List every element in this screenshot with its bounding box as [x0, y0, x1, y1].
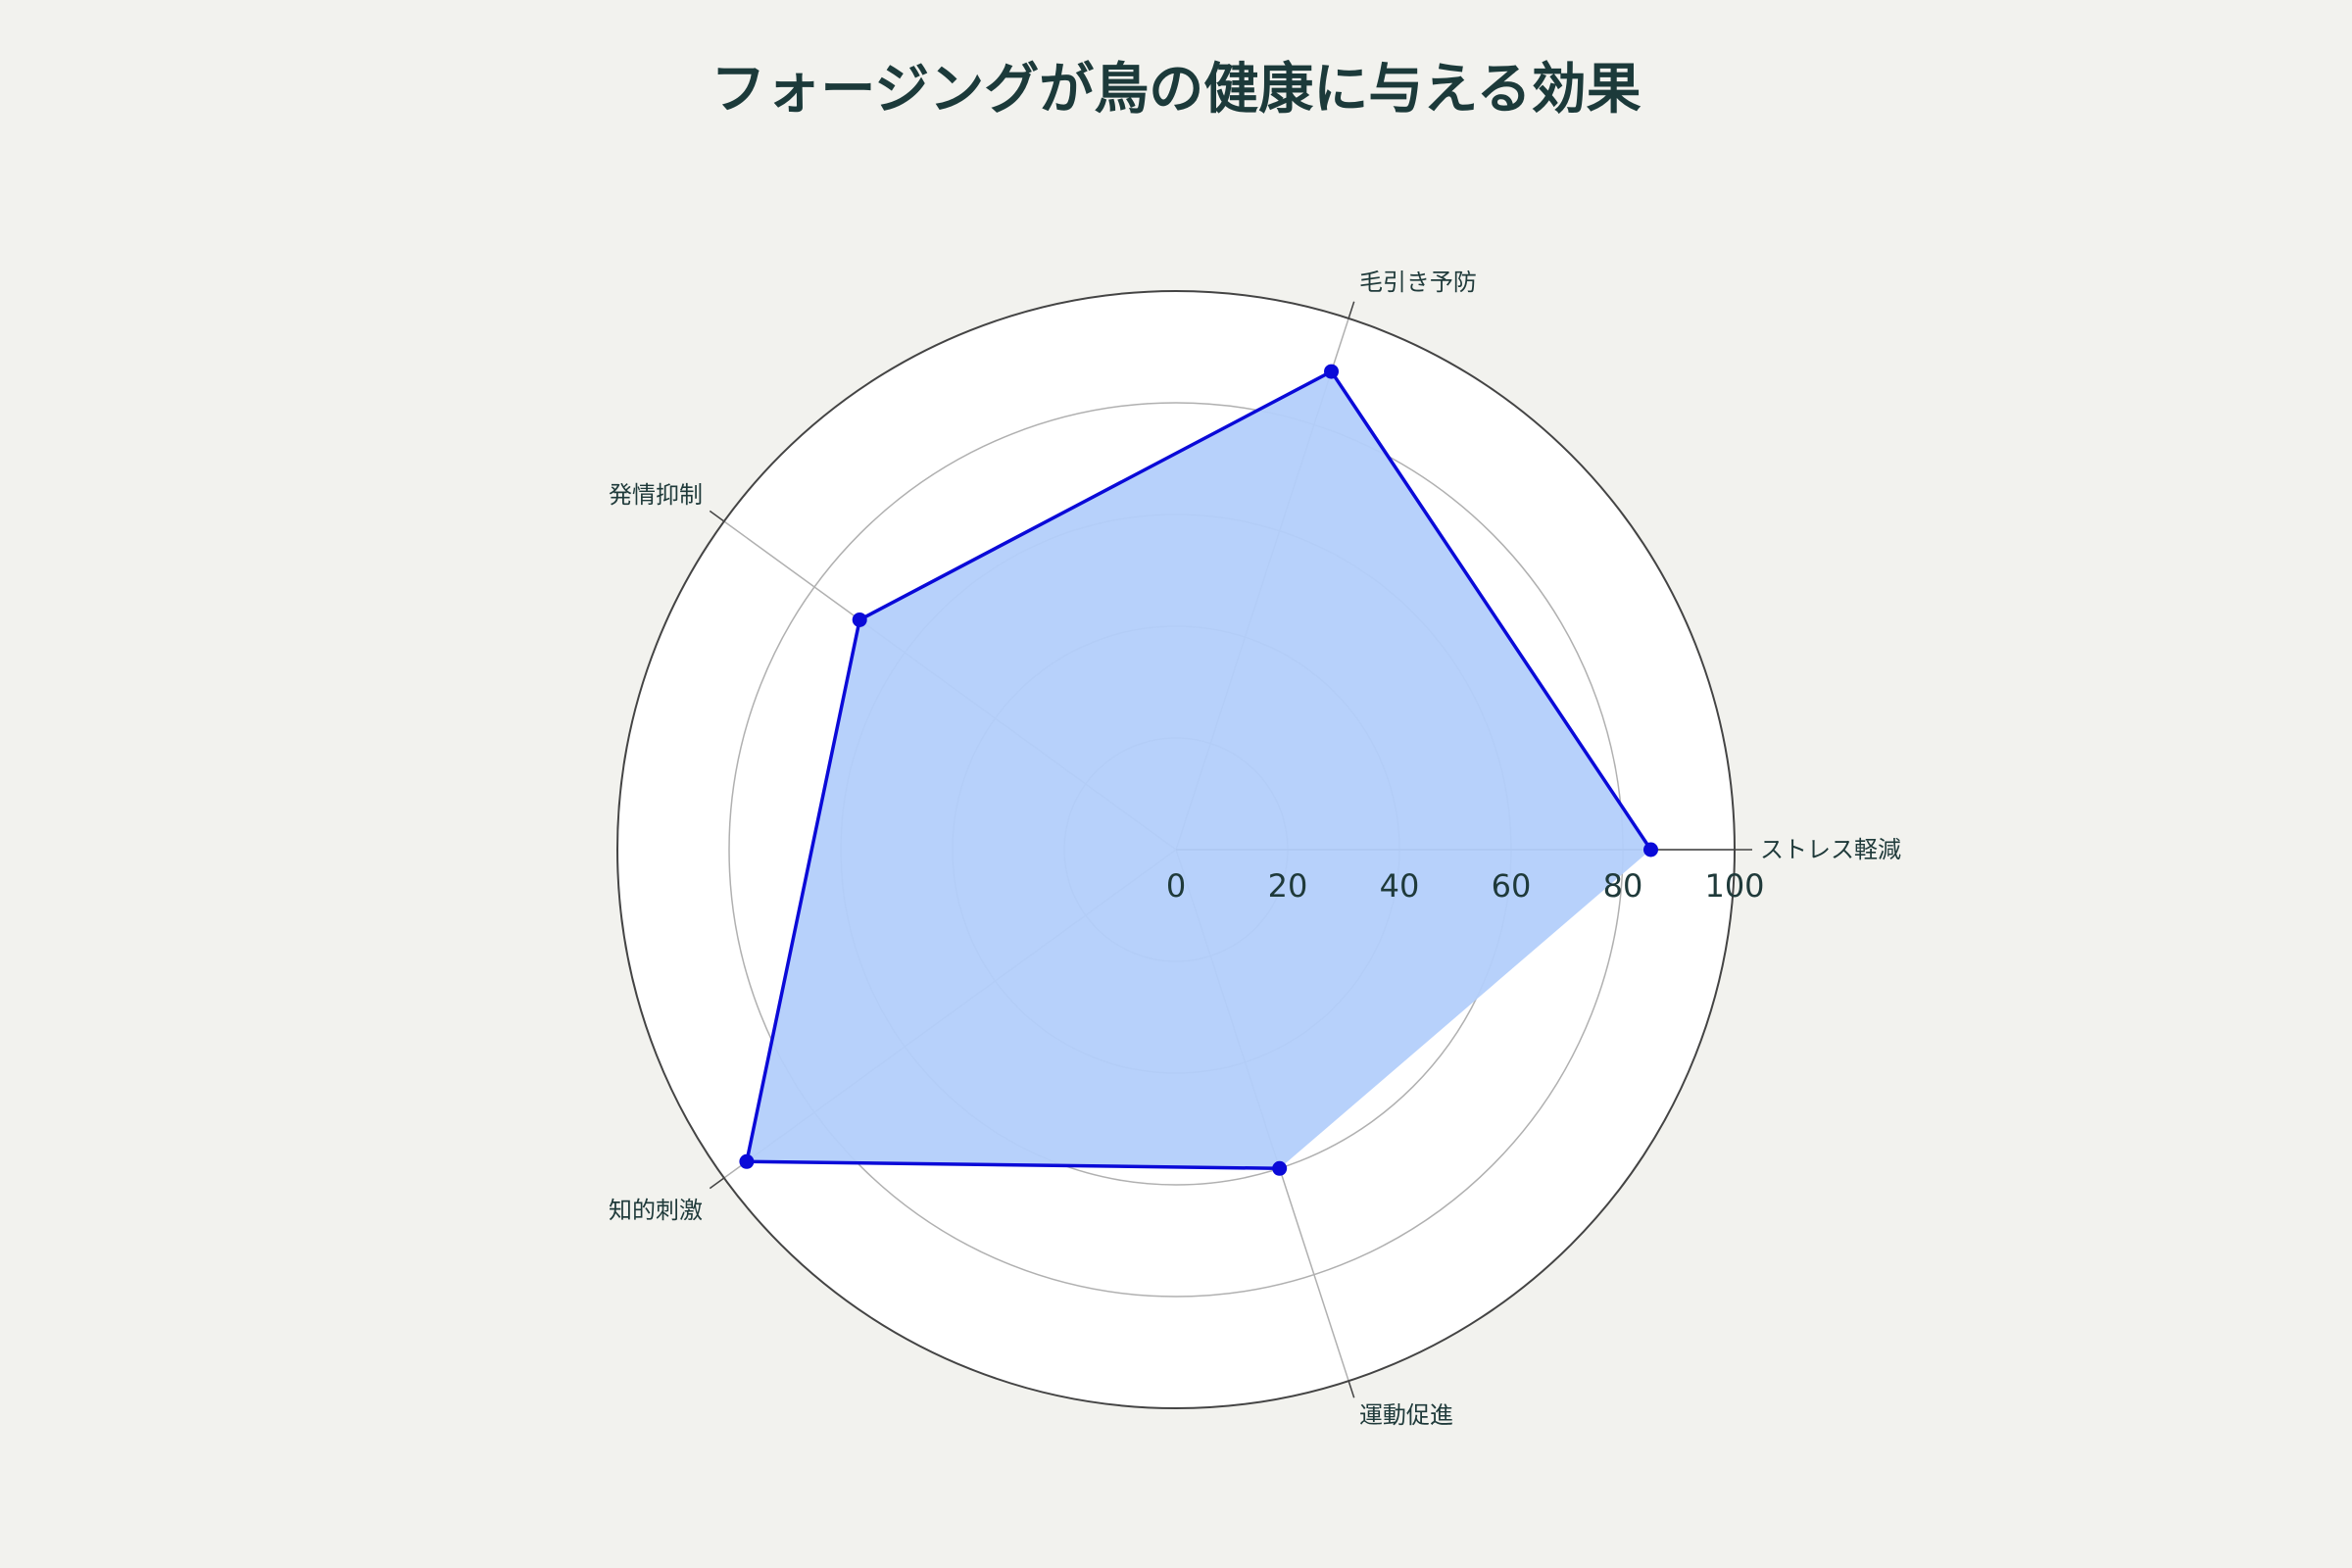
chart-title: フォージングが鳥の健康に与える効果 — [710, 58, 1642, 122]
data-point-marker — [1324, 364, 1340, 379]
data-point-marker — [852, 612, 867, 627]
category-label: 発情抑制 — [609, 481, 703, 509]
radial-tick-label: 80 — [1603, 867, 1643, 905]
category-label: ストレス軽減 — [1760, 836, 1901, 863]
category-label: 運動促進 — [1359, 1401, 1453, 1429]
radial-tick-label: 60 — [1492, 867, 1532, 905]
outer-ring — [616, 290, 1736, 1409]
data-point-marker — [739, 1153, 755, 1169]
category-label: 知的刺激 — [609, 1197, 703, 1224]
data-point-marker — [1272, 1160, 1288, 1176]
category-label: 毛引き予防 — [1359, 269, 1477, 296]
radial-tick-label: 100 — [1704, 867, 1764, 905]
data-point-marker — [1643, 842, 1658, 858]
radial-tick-label: 0 — [1166, 867, 1186, 905]
spoke-tick — [1348, 301, 1355, 319]
spoke-tick — [709, 510, 725, 522]
series-fill-area — [746, 371, 1651, 1169]
spoke-tick — [709, 1177, 725, 1190]
spoke-tick — [1348, 1380, 1355, 1398]
radial-tick-label: 20 — [1268, 867, 1308, 905]
radial-tick-label: 40 — [1380, 867, 1420, 905]
